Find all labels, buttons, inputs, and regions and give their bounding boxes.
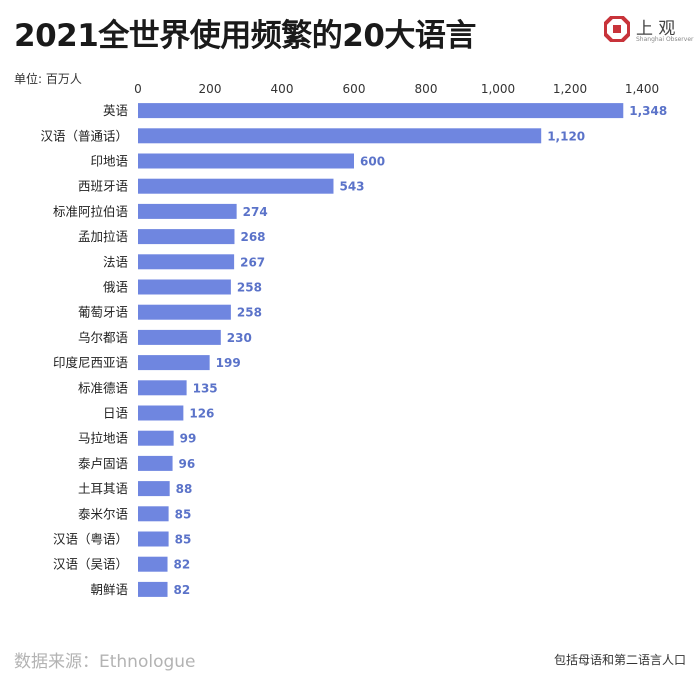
- value-label: 199: [216, 356, 241, 370]
- bars-group: 英语 1,348 汉语（普通话） 1,120 印地语 600 西班牙语 543 标准阿拉伯语 27…: [40, 103, 667, 597]
- bar: [138, 254, 235, 270]
- value-label: 274: [243, 205, 268, 219]
- category-label: 法语: [103, 254, 128, 269]
- bar: [138, 581, 168, 597]
- category-label: 汉语（粤语）: [53, 532, 128, 547]
- value-label: 268: [240, 230, 265, 244]
- value-label: 85: [175, 507, 192, 521]
- bar: [138, 229, 235, 245]
- x-tick-label: 200: [199, 82, 222, 96]
- category-label: 标准阿拉伯语: [53, 204, 128, 219]
- bar: [138, 430, 174, 446]
- category-label: 乌尔都语: [78, 330, 128, 345]
- logo-icon: [604, 16, 630, 42]
- bar: [138, 153, 354, 169]
- bar: [138, 178, 334, 194]
- category-label: 朝鲜语: [90, 582, 128, 597]
- bar-chart: 0 200 400 600 800 1,000 1,200 1,400 英语 1,348 汉语（普…: [40, 82, 667, 597]
- value-label: 88: [176, 482, 193, 496]
- value-label: 543: [339, 180, 364, 194]
- logo-english-name: Shanghai Observer: [636, 36, 694, 43]
- category-label: 土耳其语: [78, 481, 128, 496]
- category-label: 泰米尔语: [78, 506, 128, 521]
- bar: [138, 481, 170, 497]
- value-label: 267: [240, 255, 265, 269]
- x-axis-ticks: 0 200 400 600 800 1,000 1,200 1,400: [134, 82, 659, 96]
- category-label: 英语: [103, 103, 128, 118]
- bar: [138, 329, 221, 345]
- bar: [138, 405, 184, 421]
- value-label: 126: [189, 407, 214, 421]
- bar: [138, 380, 187, 396]
- x-tick-label: 1,200: [553, 82, 587, 96]
- data-source: 数据来源：Ethnologue: [14, 652, 196, 672]
- logo-name: 上 观: [636, 19, 676, 39]
- category-label: 泰卢固语: [78, 456, 128, 471]
- category-label: 日语: [103, 406, 128, 421]
- category-label: 葡萄牙语: [78, 305, 128, 320]
- category-label: 马拉地语: [78, 431, 128, 446]
- x-tick-label: 1,000: [481, 82, 515, 96]
- value-label: 600: [360, 155, 385, 169]
- value-label: 258: [237, 281, 262, 295]
- bar: [138, 355, 210, 371]
- bar: [138, 279, 231, 295]
- value-label: 96: [179, 457, 196, 471]
- value-label: 258: [237, 306, 262, 320]
- category-label: 标准德语: [78, 380, 128, 395]
- x-tick-label: 400: [271, 82, 294, 96]
- value-label: 1,120: [547, 129, 585, 143]
- x-tick-label: 600: [343, 82, 366, 96]
- value-label: 99: [180, 432, 197, 446]
- category-label: 印地语: [90, 154, 128, 169]
- footnote: 包括母语和第二语言人口: [553, 653, 686, 667]
- x-tick-label: 800: [415, 82, 438, 96]
- category-label: 汉语（普通话）: [40, 128, 128, 143]
- x-tick-label: 1,400: [625, 82, 659, 96]
- bar: [138, 556, 168, 572]
- category-label: 孟加拉语: [78, 229, 128, 244]
- value-label: 1,348: [629, 104, 667, 118]
- category-label: 汉语（吴语）: [53, 557, 128, 572]
- x-tick-label: 0: [134, 82, 142, 96]
- value-label: 82: [174, 558, 191, 572]
- unit-label: 单位: 百万人: [14, 72, 82, 86]
- bar: [138, 203, 237, 219]
- bar: [138, 531, 169, 547]
- chart-title: 2021全世界使用频繁的20大语言: [14, 18, 476, 54]
- category-label: 西班牙语: [78, 179, 128, 194]
- value-label: 230: [227, 331, 252, 345]
- bar: [138, 455, 173, 471]
- brand-logo: 上 观 Shanghai Observer: [604, 14, 694, 48]
- bar: [138, 128, 542, 144]
- category-label: 印度尼西亚语: [53, 355, 128, 370]
- value-label: 135: [193, 381, 218, 395]
- value-label: 82: [174, 583, 191, 597]
- value-label: 85: [175, 533, 192, 547]
- bar: [138, 304, 231, 320]
- category-label: 俄语: [103, 280, 128, 295]
- bar: [138, 506, 169, 522]
- bar: [138, 103, 624, 119]
